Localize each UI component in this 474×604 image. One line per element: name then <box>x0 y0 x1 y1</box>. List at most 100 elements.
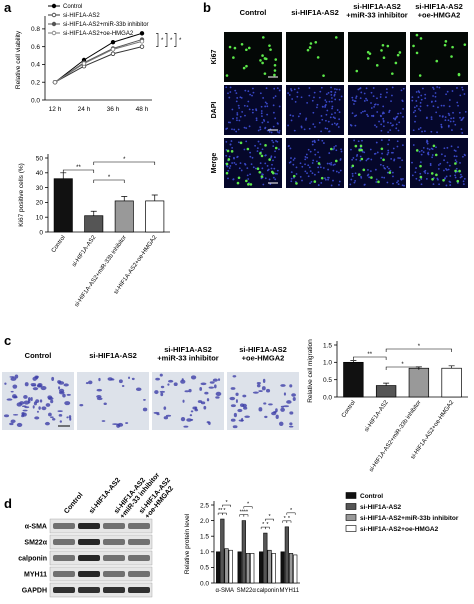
nucleus <box>340 150 343 153</box>
migrated-cell <box>35 375 39 380</box>
ki67-cell <box>261 36 265 39</box>
nucleus <box>430 116 433 119</box>
row-label: Merge <box>211 153 218 174</box>
column-header-line: si-HIF1A-AS2 <box>353 2 401 11</box>
nucleus <box>431 148 434 151</box>
significance-bracket <box>93 179 125 183</box>
nucleus <box>382 125 385 128</box>
ki67-cell <box>245 179 248 183</box>
ki67-cell <box>228 45 232 49</box>
nucleus <box>261 121 264 124</box>
nucleus <box>380 123 383 126</box>
nucleus <box>316 103 319 106</box>
nucleus <box>414 120 416 123</box>
nucleus <box>318 156 321 159</box>
migrated-cell <box>173 382 178 387</box>
nucleus <box>243 126 246 129</box>
nucleus <box>426 142 429 145</box>
nucleus <box>229 91 232 93</box>
ki67-cell <box>354 144 358 148</box>
nucleus <box>324 103 327 106</box>
nucleus <box>301 179 303 182</box>
nucleus <box>333 147 335 150</box>
nucleus <box>335 149 338 152</box>
nucleus <box>251 156 254 159</box>
legend-label: si-HIF1A-AS2 <box>63 13 100 19</box>
migrated-cell <box>63 383 69 387</box>
migrated-cell <box>233 412 237 418</box>
migrated-cell <box>163 406 167 410</box>
bar <box>375 385 397 398</box>
nucleus <box>233 128 236 131</box>
nucleus <box>309 182 311 185</box>
significance-label: * <box>268 514 271 520</box>
migrated-cell <box>101 420 106 422</box>
nucleus <box>239 115 242 118</box>
nucleus <box>235 163 237 166</box>
migrated-cell <box>58 386 61 390</box>
ki67-cell <box>233 46 237 50</box>
nucleus <box>429 162 432 165</box>
migrated-cell <box>180 379 186 384</box>
migrated-cell <box>292 397 296 402</box>
migrated-cell <box>110 378 115 381</box>
ki67-cell <box>245 64 248 68</box>
ki67-cell <box>377 180 380 184</box>
nucleus <box>228 155 231 158</box>
nucleus <box>304 118 307 121</box>
nucleus <box>235 130 238 133</box>
nucleus <box>349 183 352 186</box>
legend-label: si-HIF1A-AS2+miR-33b inhibitor <box>360 515 459 522</box>
migrated-cell <box>165 414 172 417</box>
nucleus <box>438 86 441 89</box>
point <box>81 61 87 66</box>
nucleus <box>354 124 357 127</box>
nucleus <box>461 117 464 120</box>
migrated-cell <box>203 405 207 410</box>
nucleus <box>319 90 322 93</box>
migrated-cell <box>208 386 214 389</box>
significance-bracket <box>385 348 452 352</box>
nucleus <box>264 105 267 108</box>
x-tick-label: Control <box>341 400 357 419</box>
x-tick-label: 48 h <box>136 106 149 113</box>
nucleus <box>308 166 311 169</box>
nucleus <box>276 130 279 133</box>
legend-swatch <box>345 503 357 510</box>
nucleus <box>246 105 249 108</box>
ki67-cell <box>380 147 384 151</box>
migrated-cell <box>190 410 194 413</box>
nucleus <box>386 181 389 184</box>
nucleus <box>288 94 291 96</box>
nucleus <box>336 109 339 111</box>
nucleus <box>236 113 239 116</box>
ki67-cell <box>382 158 385 162</box>
nucleus <box>308 127 311 130</box>
nucleus <box>247 90 250 93</box>
y-tick-label: 0.0 <box>323 394 332 401</box>
blot-band <box>53 523 75 529</box>
nucleus <box>440 123 443 126</box>
nucleus <box>360 91 363 94</box>
nucleus <box>338 183 340 186</box>
nucleus <box>374 168 377 171</box>
nucleus <box>426 140 429 143</box>
panel-label: c <box>4 333 11 348</box>
nucleus <box>351 175 354 177</box>
nucleus <box>306 101 309 104</box>
column-header-line: Control <box>63 492 84 516</box>
nucleus <box>396 181 398 184</box>
nucleus <box>363 151 366 154</box>
nucleus <box>426 172 429 175</box>
nucleus <box>322 142 325 144</box>
blot-band <box>128 555 150 561</box>
nucleus <box>378 120 380 123</box>
nucleus <box>414 115 417 118</box>
migrated-cell <box>31 384 37 387</box>
migrated-cell <box>214 384 217 389</box>
nucleus <box>278 131 281 134</box>
x-tick-label: 24 h <box>78 106 91 113</box>
nucleus <box>295 173 298 175</box>
x-tick-label: si-HIF1A-AS2 <box>364 399 390 433</box>
